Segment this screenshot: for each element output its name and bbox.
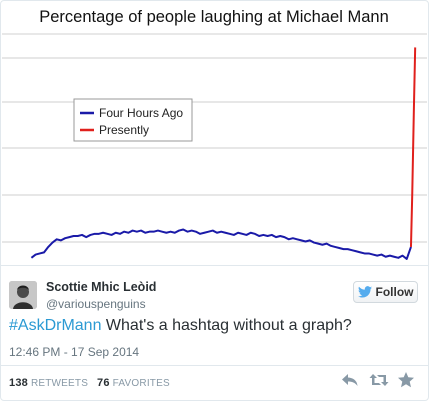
bird-icon: [357, 286, 372, 298]
retweet-button[interactable]: [369, 371, 389, 389]
reply-icon: [342, 374, 358, 386]
tweet-timestamp[interactable]: 12:46 PM - 17 Sep 2014: [9, 345, 140, 359]
chart-divider: [1, 265, 428, 266]
chart-area: Percentage of people laughing at Michael…: [2, 2, 427, 264]
reply-button[interactable]: [341, 371, 359, 389]
favorites-label[interactable]: FAVORITES: [112, 378, 170, 389]
series-line-four-hours-ago: [30, 228, 412, 260]
star-icon: [398, 372, 414, 388]
tweet-text: #AskDrMann What's a hashtag without a gr…: [9, 317, 352, 335]
avatar[interactable]: [9, 281, 37, 309]
retweet-icon: [369, 374, 389, 386]
author-handle[interactable]: @variouspenguins: [46, 297, 146, 311]
favorites-count[interactable]: 76: [97, 377, 110, 389]
chart-legend: Four Hours Ago Presently: [73, 98, 193, 142]
favorite-button[interactable]: [397, 371, 415, 389]
chart-title: Percentage of people laughing at Michael…: [39, 8, 389, 26]
tweet-stats: 138 RETWEETS 76 FAVORITES: [9, 377, 170, 389]
retweets-label[interactable]: RETWEETS: [30, 378, 89, 389]
grid-lines: [2, 57, 427, 243]
retweets-count[interactable]: 138: [9, 377, 28, 389]
tweet-body: What's a hashtag without a graph?: [101, 317, 352, 334]
avatar-portrait: [9, 281, 37, 309]
follow-button[interactable]: Follow: [353, 281, 418, 303]
series-lines: [30, 47, 417, 260]
follow-label: Follow: [375, 285, 414, 299]
laugh-chart: Percentage of people laughing at Michael…: [2, 8, 427, 260]
tweet-actions: [341, 371, 415, 389]
legend-label-presently: Presently: [99, 123, 149, 137]
series-line-presently: [409, 47, 417, 247]
legend-label-four-hours-ago: Four Hours Ago: [99, 106, 183, 120]
author-name[interactable]: Scottie Mhic Leòid: [46, 280, 157, 294]
footer-divider: [1, 365, 428, 366]
hashtag-link[interactable]: #AskDrMann: [9, 317, 102, 334]
